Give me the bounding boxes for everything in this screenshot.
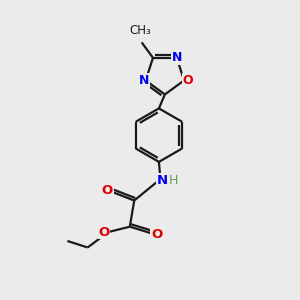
Text: O: O [182, 74, 193, 87]
Text: H: H [169, 173, 178, 187]
Text: N: N [156, 173, 167, 187]
Text: CH₃: CH₃ [129, 24, 151, 37]
Text: N: N [139, 74, 149, 87]
Text: O: O [151, 228, 162, 241]
Text: O: O [102, 184, 113, 197]
Text: O: O [98, 226, 110, 238]
Text: N: N [172, 51, 182, 64]
